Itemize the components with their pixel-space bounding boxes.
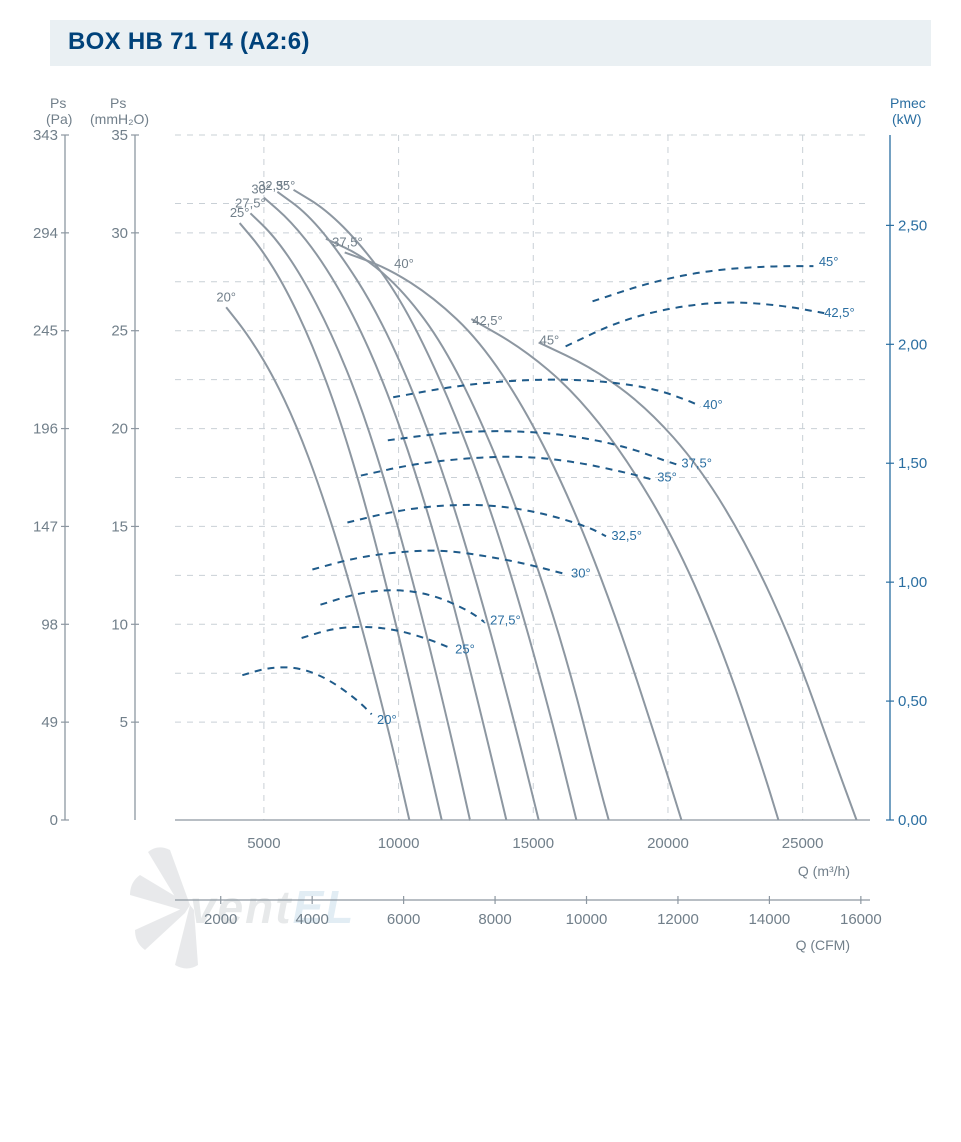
- svg-text:5: 5: [120, 714, 128, 731]
- svg-text:245: 245: [33, 323, 58, 340]
- svg-text:45°: 45°: [540, 332, 560, 347]
- title-bar: BOX HB 71 T4 (A2:6): [50, 20, 931, 66]
- svg-text:25: 25: [111, 323, 128, 340]
- svg-text:Ps: Ps: [110, 95, 126, 111]
- svg-text:4000: 4000: [295, 911, 328, 928]
- svg-text:15: 15: [111, 518, 128, 535]
- svg-text:14000: 14000: [749, 911, 791, 928]
- svg-text:0: 0: [50, 812, 58, 829]
- svg-text:40°: 40°: [394, 256, 414, 271]
- svg-text:45°: 45°: [819, 254, 839, 269]
- svg-text:(mmH₂O): (mmH₂O): [90, 111, 149, 127]
- svg-text:Pmec: Pmec: [890, 95, 926, 111]
- svg-text:32,5°: 32,5°: [611, 528, 642, 543]
- svg-text:35°: 35°: [276, 178, 296, 193]
- svg-text:196: 196: [33, 421, 58, 438]
- svg-text:147: 147: [33, 518, 58, 535]
- svg-text:1,00: 1,00: [898, 574, 927, 591]
- svg-text:10: 10: [111, 616, 128, 633]
- svg-text:35: 35: [111, 127, 128, 144]
- svg-text:16000: 16000: [840, 911, 882, 928]
- svg-text:27,5°: 27,5°: [235, 195, 266, 210]
- svg-text:(kW): (kW): [892, 111, 922, 127]
- svg-text:5000: 5000: [247, 835, 280, 852]
- svg-text:8000: 8000: [478, 911, 511, 928]
- page: BOX HB 71 T4 (A2:6) ventEL 5000100001500…: [0, 0, 961, 1142]
- svg-text:12000: 12000: [657, 911, 699, 928]
- svg-text:Ps: Ps: [50, 95, 66, 111]
- svg-text:1,50: 1,50: [898, 455, 927, 472]
- chart-title: BOX HB 71 T4 (A2:6): [68, 28, 310, 56]
- svg-text:40°: 40°: [703, 397, 723, 412]
- svg-text:343: 343: [33, 127, 58, 144]
- fan-curve-chart: 5000100001500020000250000499814719624529…: [50, 90, 930, 970]
- svg-text:6000: 6000: [387, 911, 420, 928]
- svg-text:0,50: 0,50: [898, 693, 927, 710]
- svg-text:2,50: 2,50: [898, 217, 927, 234]
- svg-text:10000: 10000: [566, 911, 608, 928]
- svg-text:49: 49: [41, 714, 58, 731]
- svg-text:98: 98: [41, 616, 58, 633]
- svg-text:30°: 30°: [571, 565, 591, 580]
- svg-text:37,5°: 37,5°: [332, 235, 363, 250]
- svg-text:Q (m³/h): Q (m³/h): [798, 863, 850, 879]
- svg-text:30: 30: [111, 225, 128, 242]
- svg-text:27,5°: 27,5°: [490, 612, 521, 627]
- svg-text:2000: 2000: [204, 911, 237, 928]
- svg-text:20°: 20°: [377, 712, 397, 727]
- svg-text:37,5°: 37,5°: [681, 456, 712, 471]
- svg-text:35°: 35°: [657, 469, 677, 484]
- svg-text:0,00: 0,00: [898, 812, 927, 829]
- svg-text:10000: 10000: [378, 835, 420, 852]
- svg-text:42,5°: 42,5°: [472, 313, 503, 328]
- svg-text:25000: 25000: [782, 835, 824, 852]
- svg-text:20000: 20000: [647, 835, 689, 852]
- svg-text:25°: 25°: [455, 642, 475, 657]
- svg-text:294: 294: [33, 225, 58, 242]
- svg-text:Q (CFM): Q (CFM): [796, 937, 850, 953]
- svg-text:20°: 20°: [216, 289, 236, 304]
- svg-text:42,5°: 42,5°: [824, 305, 855, 320]
- svg-text:15000: 15000: [512, 835, 554, 852]
- svg-text:20: 20: [111, 421, 128, 438]
- svg-text:(Pa): (Pa): [46, 111, 72, 127]
- svg-text:2,00: 2,00: [898, 336, 927, 353]
